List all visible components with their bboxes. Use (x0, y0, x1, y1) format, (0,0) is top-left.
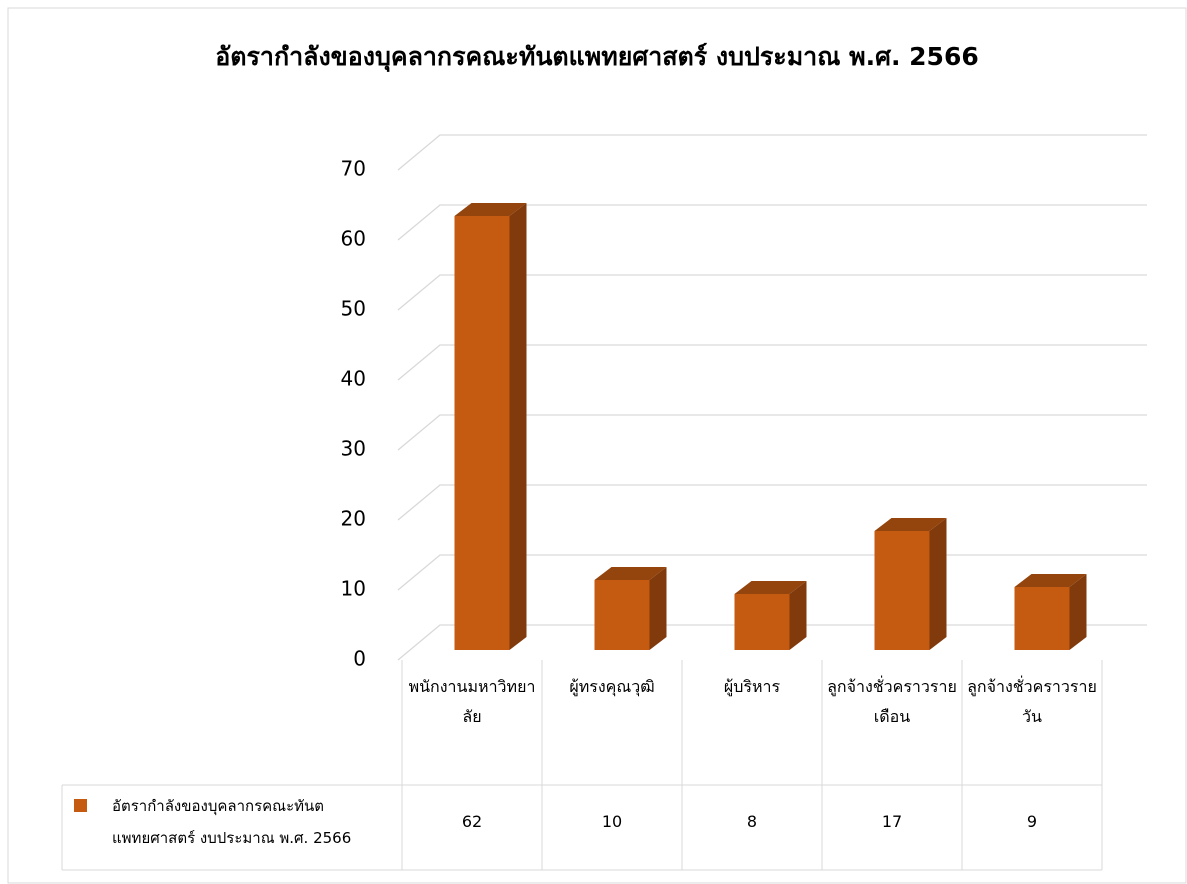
table-value: 8 (746, 812, 758, 831)
grid-line (397, 414, 1147, 451)
y-tick-label: 0 (353, 647, 366, 671)
chart-title: อัตรากำลังของบุคลากรคณะทันตแพทยศาสตร์ งบ… (215, 42, 979, 73)
y-tick-label: 30 (341, 437, 366, 461)
grid-line (397, 204, 1147, 241)
bar-side (789, 581, 807, 650)
legend-label: อัตรากำลังของบุคลากรคณะทันตแพทยศาสตร์ งบ… (112, 797, 352, 847)
y-tick-label: 10 (341, 577, 366, 601)
y-tick-label: 60 (341, 227, 366, 251)
bar (734, 594, 790, 650)
x-tick-label: ลูกจ้างชั่วคราวรายวัน (967, 677, 1097, 726)
chart-border (7, 7, 1187, 884)
bar (1014, 587, 1070, 650)
legend-swatch (74, 799, 87, 812)
x-tick-label: ลูกจ้างชั่วคราวรายเดือน (827, 677, 957, 726)
y-tick-label: 50 (341, 297, 366, 321)
bar-side (929, 518, 947, 650)
grid-line (397, 484, 1147, 521)
bar (594, 580, 650, 650)
table-value: 9 (1026, 812, 1038, 831)
grid-line (397, 274, 1147, 311)
bar-side (509, 203, 527, 650)
table-value: 17 (881, 812, 903, 831)
bar (454, 216, 510, 650)
bar-side (649, 567, 667, 650)
x-tick-label: ผู้ทรงคุณวุฒิ (569, 677, 655, 696)
y-tick-label: 20 (341, 507, 366, 531)
bar-side (1069, 574, 1087, 650)
y-tick-label: 40 (341, 367, 366, 391)
bar-top (1014, 574, 1087, 587)
grid-line (397, 134, 1147, 171)
table-value: 62 (461, 812, 483, 831)
table-value: 10 (601, 812, 623, 831)
x-tick-label: ผู้บริหาร (723, 677, 781, 696)
bar-top (454, 203, 527, 216)
bar (874, 531, 930, 650)
bar-top (734, 581, 807, 594)
x-tick-label: พนักงานมหาวิทยาลัย (408, 677, 536, 726)
bar-top (594, 567, 667, 580)
y-tick-label: 70 (341, 157, 366, 181)
bar-top (874, 518, 947, 531)
grid-line (397, 344, 1147, 381)
